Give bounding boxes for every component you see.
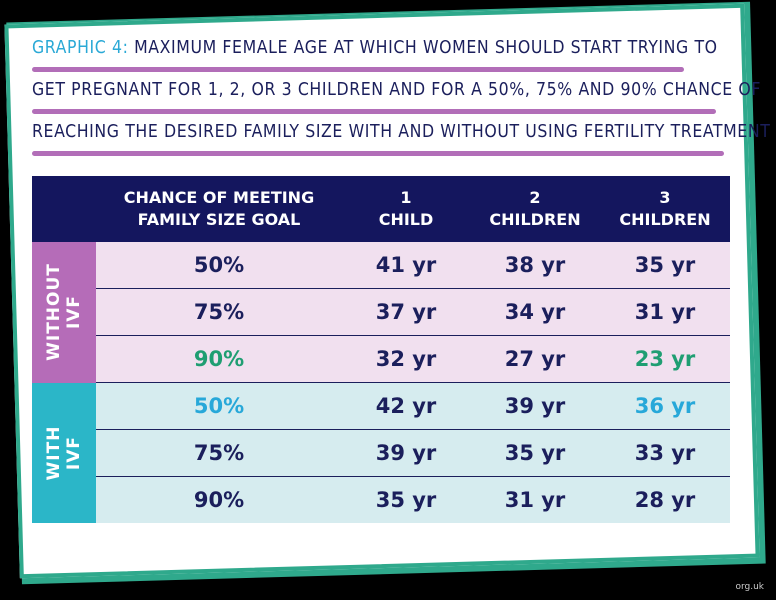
table-header-row: CHANCE OF MEETING FAMILY SIZE GOAL 1 CHI… (32, 176, 730, 242)
title-prefix: GRAPHIC 4: (32, 38, 129, 58)
chance-cell: 90% (96, 476, 342, 523)
age-cell: 42 yr (342, 382, 470, 430)
fertility-age-table: CHANCE OF MEETING FAMILY SIZE GOAL 1 CHI… (32, 176, 730, 523)
age-cell: 35 yr (470, 429, 600, 477)
chance-cell: 75% (96, 429, 342, 477)
age-cell: 39 yr (342, 429, 470, 477)
age-cell: 38 yr (470, 242, 600, 289)
table-row: 75% 39 yr 35 yr 33 yr (32, 429, 730, 477)
age-cell: 33 yr (600, 429, 730, 477)
header-1-child-line1: 1 (400, 188, 412, 207)
chance-cell: 50% (96, 242, 342, 289)
header-2-children-line2: CHILDREN (489, 210, 581, 229)
header-chance-line2: FAMILY SIZE GOAL (137, 210, 301, 229)
title-line-1: GRAPHIC 4: MAXIMUM FEMALE AGE AT WHICH W… (32, 38, 718, 58)
table-row: WITHOUT IVF 50% 41 yr 38 yr 35 yr (32, 242, 730, 383)
age-cell: 34 yr (470, 288, 600, 336)
title-line-3-text: REACHING THE DESIRED FAMILY SIZE WITH AN… (32, 122, 771, 142)
chance-cell: 90% (96, 335, 342, 383)
age-cell: 32 yr (342, 335, 470, 383)
header-3-children-line1: 3 (659, 188, 671, 207)
header-chance-line1: CHANCE OF MEETING (123, 188, 315, 207)
group-with-line1: WITH (44, 425, 64, 481)
footer-source: org.uk (735, 582, 764, 592)
age-cell: 23 yr (600, 335, 730, 383)
title-underline-3 (32, 151, 724, 156)
group-label-without-ivf: WITHOUT IVF (32, 242, 96, 383)
header-3-children-line2: CHILDREN (619, 210, 711, 229)
header-corner (32, 176, 96, 242)
group-label-with-ivf: WITH IVF (32, 382, 96, 523)
age-cell: 37 yr (342, 288, 470, 336)
title-underline-2 (32, 109, 716, 114)
age-cell: 36 yr (600, 382, 730, 430)
table-row: 90% 35 yr 31 yr 28 yr (32, 476, 730, 523)
group-without-line1: WITHOUT (44, 263, 64, 362)
header-2-children: 2 CHILDREN (470, 176, 600, 242)
table-row: 75% 37 yr 34 yr 31 yr (32, 288, 730, 336)
age-cell: 28 yr (600, 476, 730, 523)
title-line-1-text: MAXIMUM FEMALE AGE AT WHICH WOMEN SHOULD… (134, 38, 718, 58)
title-underline-1 (32, 67, 684, 72)
age-cell: 39 yr (470, 382, 600, 430)
age-cell: 27 yr (470, 335, 600, 383)
group-with-line2: IVF (64, 435, 84, 470)
table-row: WITH IVF 50% 42 yr 39 yr 36 yr (32, 382, 730, 523)
chance-cell: 75% (96, 288, 342, 336)
group-without-line2: IVF (64, 295, 84, 330)
header-3-children: 3 CHILDREN (600, 176, 730, 242)
age-cell: 35 yr (342, 476, 470, 523)
chance-cell: 50% (96, 382, 342, 430)
table-row: 90% 32 yr 27 yr 23 yr (32, 335, 730, 383)
header-1-child-line2: CHILD (378, 210, 434, 229)
header-1-child: 1 CHILD (342, 176, 470, 242)
header-2-children-line1: 2 (529, 188, 541, 207)
title-line-2-text: GET PREGNANT FOR 1, 2, OR 3 CHILDREN AND… (32, 80, 762, 100)
title-line-3: REACHING THE DESIRED FAMILY SIZE WITH AN… (32, 122, 770, 142)
age-cell: 31 yr (470, 476, 600, 523)
age-cell: 31 yr (600, 288, 730, 336)
title-line-2: GET PREGNANT FOR 1, 2, OR 3 CHILDREN AND… (32, 80, 761, 100)
age-cell: 35 yr (600, 242, 730, 289)
age-cell: 41 yr (342, 242, 470, 289)
header-chance: CHANCE OF MEETING FAMILY SIZE GOAL (96, 176, 342, 242)
